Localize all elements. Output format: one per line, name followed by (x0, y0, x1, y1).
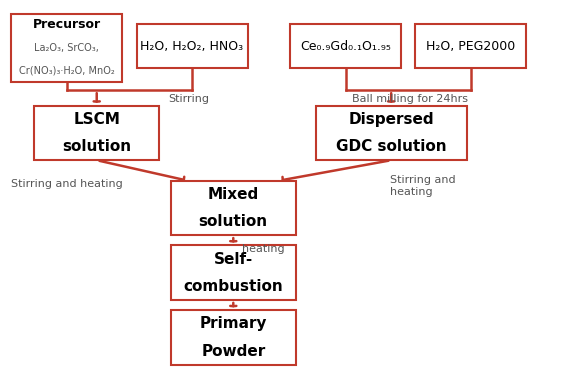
Text: Stirring and heating: Stirring and heating (11, 179, 123, 189)
FancyBboxPatch shape (171, 310, 296, 365)
Text: Self-: Self- (214, 252, 253, 267)
Text: La₂O₃, SrCO₃,: La₂O₃, SrCO₃, (34, 43, 100, 53)
Text: Ball milling for 24hrs: Ball milling for 24hrs (352, 94, 468, 104)
Text: Stirring and
heating: Stirring and heating (390, 175, 455, 196)
Text: Ce₀.₉Gd₀.₁O₁.₉₅: Ce₀.₉Gd₀.₁O₁.₉₅ (300, 39, 391, 53)
Text: GDC solution: GDC solution (336, 139, 447, 154)
Text: heating: heating (242, 244, 284, 254)
Text: solution: solution (199, 214, 268, 229)
Text: solution: solution (62, 139, 131, 154)
FancyBboxPatch shape (415, 24, 526, 68)
Text: Primary: Primary (200, 316, 267, 332)
Text: Precursor: Precursor (33, 18, 101, 32)
FancyBboxPatch shape (137, 24, 248, 68)
Text: Powder: Powder (201, 344, 265, 358)
Text: H₂O, PEG2000: H₂O, PEG2000 (426, 39, 516, 53)
Text: Cr(NO₃)₃·H₂O, MnO₂: Cr(NO₃)₃·H₂O, MnO₂ (19, 66, 115, 75)
Text: Dispersed: Dispersed (348, 112, 434, 127)
Text: Stirring: Stirring (168, 94, 209, 104)
FancyBboxPatch shape (11, 13, 122, 82)
Text: combustion: combustion (183, 279, 283, 294)
FancyBboxPatch shape (316, 106, 467, 160)
FancyBboxPatch shape (290, 24, 401, 68)
Text: Mixed: Mixed (208, 187, 259, 202)
Text: LSCM: LSCM (73, 112, 120, 127)
FancyBboxPatch shape (34, 106, 159, 160)
FancyBboxPatch shape (171, 246, 296, 300)
FancyBboxPatch shape (171, 181, 296, 235)
Text: H₂O, H₂O₂, HNO₃: H₂O, H₂O₂, HNO₃ (141, 39, 244, 53)
